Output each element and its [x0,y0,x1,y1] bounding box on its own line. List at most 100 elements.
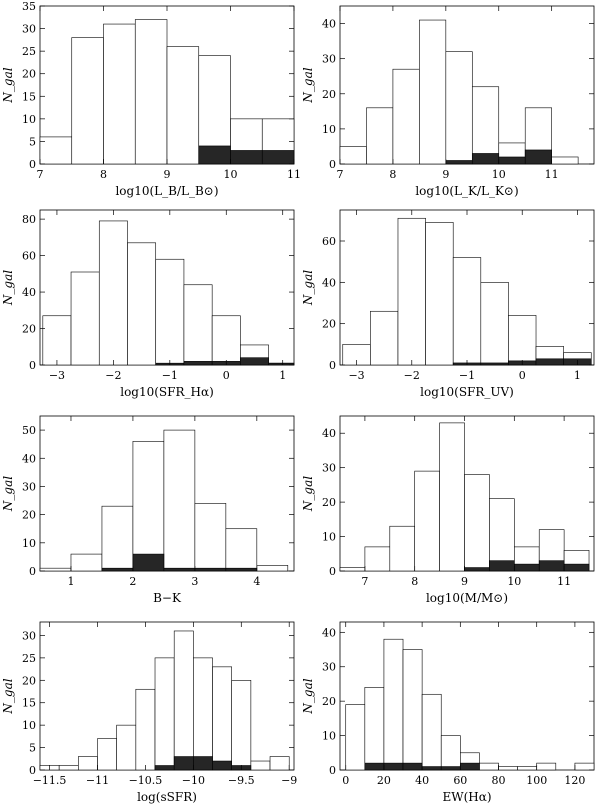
y-axis-label: N_gal [301,270,315,306]
x-tick-label: −3 [49,369,65,382]
y-tick-label: 40 [322,276,336,289]
bar-all-3 [134,19,168,165]
bar-all-9 [212,666,232,771]
x-tick-label: 100 [526,774,547,787]
bar-all-8 [498,766,518,771]
y-tick-label: 40 [322,427,336,440]
bar-subset-7 [535,358,564,366]
x-tick-label: 7 [361,575,368,588]
x-tick-label: 4 [253,575,260,588]
bar-all-1 [364,546,391,572]
bar-all-0 [39,136,73,165]
y-tick-label: 20 [22,674,36,687]
bar-subset-5 [464,567,490,572]
x-tick-label: 0 [342,774,349,787]
y-tick-label: 60 [22,250,36,263]
bar-all-4 [155,258,185,366]
histogram-panel-top-right: 7 8 9 10 11 0 10 20 30 40 log10(L_K/L_K⊙) N_gal [301,5,595,198]
histogram-panel-top-left: 7 8 9 10 11 0 5 10 15 20 25 30 35 log10(L_B/L_B⊙) N_ga… [1,0,301,198]
y-tick-label: 35 [22,0,36,13]
x-axis-label: EW(Hα) [442,790,491,804]
y-tick-label: 20 [322,496,336,509]
bar-all-3 [425,222,454,366]
bar-subset-5 [198,145,231,165]
x-tick-label: 9 [442,168,449,181]
bar-all-6 [489,498,515,572]
y-tick-label: 20 [322,88,336,101]
x-tick-label: 1 [67,575,74,588]
bar-all-2 [98,220,128,366]
y-tick-label: 10 [322,730,336,743]
x-tick-label: −3 [348,369,364,382]
y-tick-label: 0 [29,565,36,578]
bar-subset-6 [230,150,263,165]
bar-all-6 [154,657,175,771]
x-tick-label: −2 [404,369,420,382]
bar-all-5 [480,282,509,366]
y-tick-label: 5 [29,742,36,755]
y-tick-label: 0 [29,764,36,777]
bar-all-5 [183,284,213,366]
x-tick-label: 120 [564,774,585,787]
bar-all-1 [70,553,103,572]
bar-all-7 [256,565,289,572]
bar-all-5 [194,503,227,572]
histogram-panel-middle-lower-right: 7 8 9 10 11 0 10 20 30 40 log10(M/M⊙) N_gal [301,415,595,605]
bar-all-7 [173,630,194,771]
x-axis-label: log(sSFR) [137,790,197,804]
bar-all-4 [452,257,482,366]
y-tick-label: 30 [322,462,336,475]
bar-all-3 [402,649,423,771]
x-tick-label: 8 [411,575,418,588]
bar-subset-5 [194,567,227,572]
bar-all-4 [116,724,137,771]
y-tick-label: 80 [22,213,36,226]
x-tick-label: 11 [287,168,301,181]
y-tick-label: 20 [22,323,36,336]
y-tick-label: 0 [329,359,336,372]
bar-all-2 [392,68,420,165]
x-tick-label: 7 [337,168,344,181]
y-axis-label: N_gal [1,476,15,512]
x-axis-label: log10(SFR_Hα) [120,385,214,399]
bar-all-10 [536,762,557,771]
bar-subset-3 [402,762,423,771]
bar-all-2 [101,505,134,572]
x-tick-label: 7 [37,168,44,181]
x-tick-label: 8 [389,168,396,181]
y-tick-label: 20 [22,509,36,522]
x-tick-label: 10 [507,575,521,588]
bar-all-5 [440,735,461,771]
x-tick-label: 1 [574,369,581,382]
bar-all-3 [419,19,447,165]
x-axis-label: log10(M/M⊙) [426,591,508,605]
x-tick-label: 10 [492,168,506,181]
bar-all-12 [574,762,595,771]
y-tick-label: 30 [22,480,36,493]
x-tick-label: −9 [281,774,297,787]
x-tick-label: −11 [86,774,109,787]
bar-subset-6 [225,567,258,572]
x-tick-label: −11.5 [33,774,67,787]
x-tick-label: 10 [224,168,238,181]
bar-subset-7 [261,150,295,165]
y-tick-label: 25 [22,652,36,665]
bar-all-4 [421,693,442,771]
bar-all-3 [127,242,157,366]
bar-all-0 [39,567,72,572]
y-tick-label: 15 [22,697,36,710]
y-tick-label: 15 [22,90,36,103]
x-axis-label: B−K [153,591,182,605]
y-tick-label: 5 [29,135,36,148]
y-tick-label: 0 [29,158,36,171]
bar-subset-7 [173,756,194,771]
y-axis-label: N_gal [301,678,315,714]
x-tick-label: 8 [100,168,107,181]
bar-subset-7 [240,357,269,366]
y-tick-label: 50 [22,424,36,437]
bar-subset-5 [471,153,500,165]
y-axis-label: N_gal [1,270,15,306]
